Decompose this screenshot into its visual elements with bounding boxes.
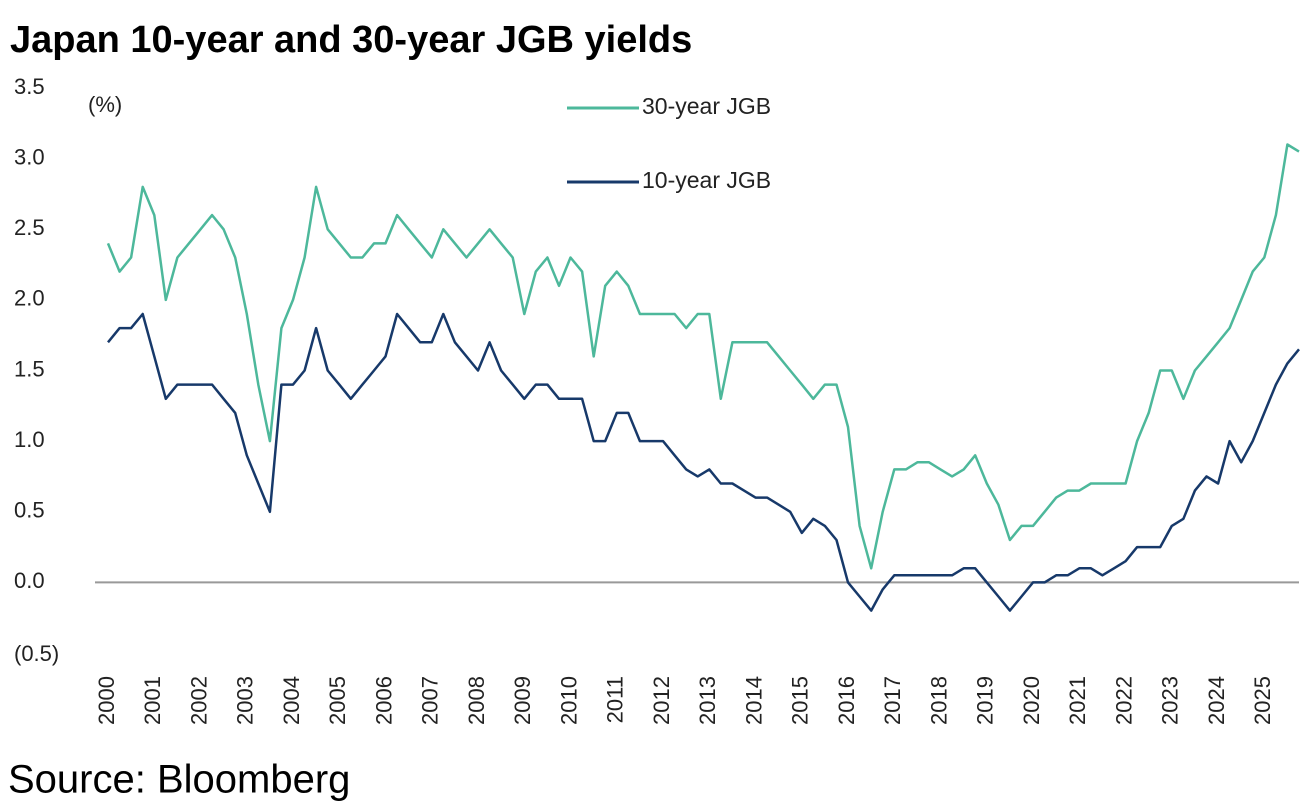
y-tick-label: 1.0 [14,427,45,452]
legend-label: 10-year JGB [642,167,771,193]
x-tick-label: 2015 [788,676,813,725]
x-tick-label: 2025 [1250,676,1275,725]
y-tick-label: (0.5) [14,641,59,666]
x-tick-label: 2000 [94,676,119,725]
x-tick-label: 2022 [1111,676,1136,725]
x-tick-label: 2011 [603,676,628,723]
unit-label: (%) [88,92,122,117]
x-tick-label: 2007 [418,676,443,725]
x-tick-label: 2003 [233,676,258,725]
x-tick-label: 2018 [926,676,951,725]
x-tick-label: 2020 [1019,676,1044,725]
x-tick-label: 2010 [556,676,581,725]
x-tick-label: 2017 [880,676,905,725]
series-line [106,143,1300,570]
x-tick-label: 2016 [834,676,859,725]
series-line [107,312,1300,612]
x-tick-label: 2002 [186,676,211,725]
x-tick-label: 2005 [325,676,350,725]
x-tick-label: 2004 [279,676,304,725]
y-tick-label: 3.5 [14,74,45,99]
x-tick-label: 2013 [695,676,720,725]
x-tick-label: 2009 [510,676,535,725]
x-tick-label: 2012 [649,676,674,725]
y-tick-label: 2.0 [14,286,45,311]
x-tick-label: 2019 [973,676,998,725]
x-tick-label: 2006 [371,676,396,725]
y-tick-label: 0.0 [14,568,45,593]
y-tick-label: 3.0 [14,144,45,169]
legend-label: 30-year JGB [642,93,771,119]
y-tick-label: 1.5 [14,356,45,381]
chart-title: Japan 10-year and 30-year JGB yields [10,19,692,61]
x-tick-label: 2023 [1158,676,1183,725]
x-tick-label: 2021 [1065,676,1090,725]
y-tick-label: 2.5 [14,215,45,240]
x-tick-label: 2024 [1204,676,1229,725]
x-tick-label: 2014 [741,676,766,725]
x-tick-label: 2001 [140,676,165,725]
source: Source: Bloomberg [8,758,350,802]
x-tick-label: 2008 [464,676,489,725]
y-tick-label: 0.5 [14,498,45,523]
